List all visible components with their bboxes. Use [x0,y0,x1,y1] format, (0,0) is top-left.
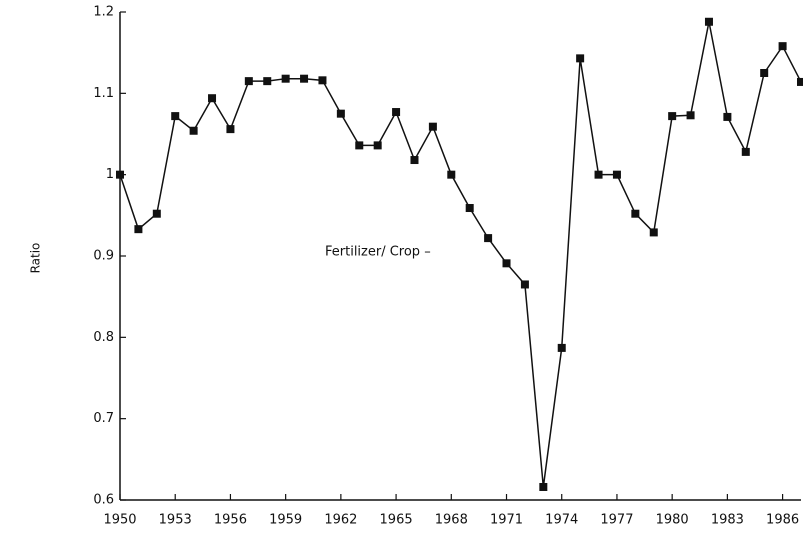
series-line [119,21,802,488]
point [797,77,803,86]
x-tick-label: 1971 [490,513,523,528]
x-tick-label: 1977 [600,513,633,528]
y-tick-label: 1 [106,167,114,182]
x-tick-label: 1968 [435,513,468,528]
point [576,54,585,63]
x-tick-label: 1986 [766,513,799,528]
point [373,141,382,150]
x-tick-label: 1950 [103,513,136,528]
y-tick-label: 1.1 [93,86,114,101]
point [208,94,217,103]
point [336,109,345,118]
point [704,17,713,26]
point [189,126,198,135]
point [428,122,437,131]
point [520,280,529,289]
point [152,209,161,218]
annotation: Fertilizer/ Crop – [325,245,431,260]
y-tick-label: 0.8 [93,330,114,345]
point [741,147,750,156]
y-tick-label: 0.6 [93,493,114,508]
point [778,42,787,51]
point [612,170,621,179]
point [723,112,732,121]
point [318,76,327,85]
point [392,108,401,117]
y-tick-label: 0.7 [93,411,114,426]
point [300,74,309,83]
x-tick-label: 1974 [545,513,578,528]
point [465,204,474,213]
point [355,141,364,150]
point [447,170,456,179]
y-tick-label: 1.2 [93,5,114,20]
point [539,482,548,491]
y-tick-label: 0.9 [93,249,114,264]
point [410,156,419,165]
point [686,111,695,120]
x-tick-label: 1953 [159,513,192,528]
x-tick-label: 1980 [656,513,689,528]
point [281,74,290,83]
point [594,170,603,179]
x-tick-label: 1983 [711,513,744,528]
point [263,77,272,86]
point [557,343,566,352]
point [502,259,511,268]
x-tick-label: 1965 [380,513,413,528]
x-tick-label: 1956 [214,513,247,528]
point [134,225,143,234]
point [171,112,180,121]
x-tick-label: 1962 [324,513,357,528]
point [116,170,124,179]
point [244,77,253,86]
point [649,228,658,237]
point [226,125,235,134]
point [668,112,677,121]
x-tick-label: 1959 [269,513,302,528]
point [760,69,769,77]
point [484,234,493,243]
y-axis-label: Ratio [29,243,43,274]
point [631,209,640,218]
